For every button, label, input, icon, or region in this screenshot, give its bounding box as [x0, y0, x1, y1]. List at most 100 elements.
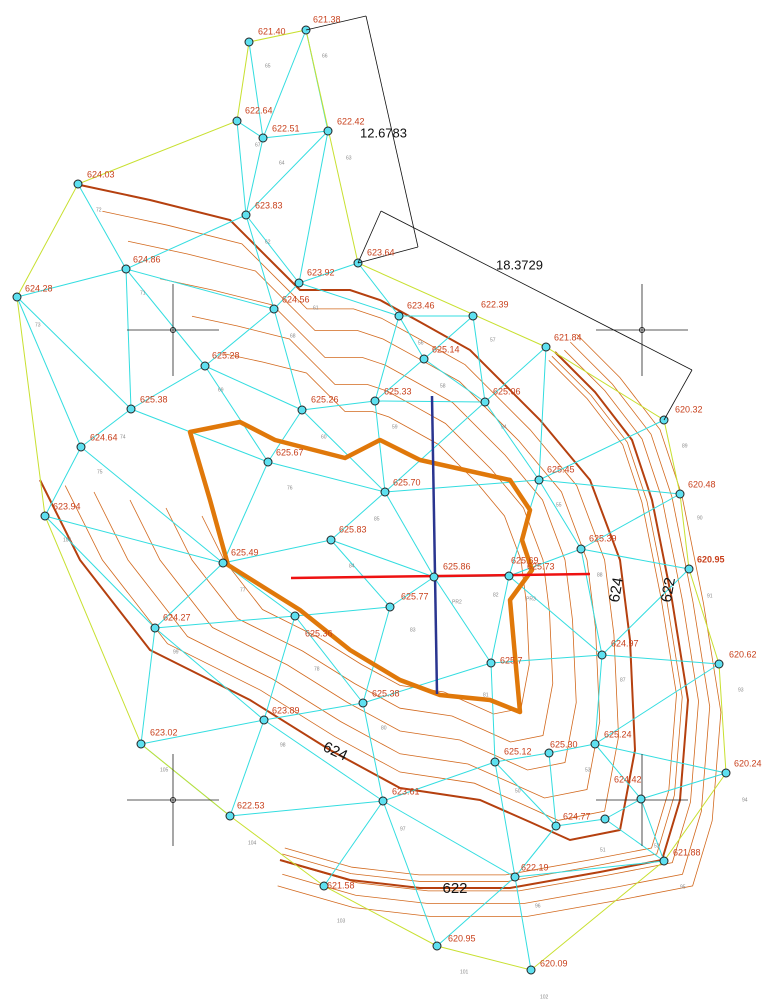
vertex	[242, 211, 250, 219]
tin-edge	[473, 316, 485, 402]
vertex	[542, 343, 550, 351]
elevation-label: 625.33	[384, 386, 412, 396]
vertex	[395, 312, 403, 320]
triangle-id: 56	[418, 340, 424, 346]
tin-edge	[605, 819, 664, 861]
elevation-label: 620.95	[448, 933, 476, 943]
triangle-id: 72	[96, 207, 102, 213]
triangle-id: 78	[314, 666, 320, 672]
vertex	[74, 180, 82, 188]
tin-edge	[595, 655, 602, 744]
elevation-label: 621.88	[673, 847, 701, 857]
tin-edge	[331, 540, 390, 607]
tin-edge	[358, 263, 399, 316]
elevation-label: 625.38	[372, 688, 400, 698]
vertex	[77, 443, 85, 451]
elevation-label: 625.24	[604, 729, 632, 739]
contour-label: 622	[658, 576, 679, 604]
vertex	[430, 573, 438, 581]
tin-edge	[383, 801, 437, 946]
triangle-id: 101	[460, 969, 469, 975]
tin-edge	[549, 753, 556, 826]
vertex	[127, 405, 135, 413]
elevation-label: 623.02	[150, 727, 178, 737]
elevation-label: 624.77	[563, 811, 591, 821]
tin-edge	[249, 42, 263, 138]
vertex	[685, 565, 693, 573]
tin-edge	[491, 663, 495, 762]
triangle-id: 57	[490, 337, 496, 343]
triangle-id: 71	[140, 290, 146, 296]
tin-edge	[539, 347, 546, 480]
triangle-id: 63	[346, 155, 352, 161]
vertex	[527, 966, 535, 974]
tin-edge	[491, 576, 509, 663]
tin-edge	[126, 269, 131, 409]
dimension-label: 18.3729	[496, 257, 543, 272]
contour-line	[282, 342, 709, 904]
tin-edge	[45, 516, 223, 563]
vertex	[505, 572, 513, 580]
tin-edge	[237, 121, 246, 215]
tin-edge	[155, 628, 264, 720]
elevation-label: 625.83	[339, 524, 367, 534]
triangle-id: 84	[349, 563, 355, 569]
triangle-id: 106	[63, 537, 72, 543]
tin-edge	[324, 801, 383, 886]
triangle-id: 87	[620, 677, 626, 683]
elevation-label: 623.83	[255, 200, 283, 210]
vertex	[245, 38, 253, 46]
triangle-id: 52	[654, 843, 660, 849]
triangle-id: 91	[707, 593, 713, 599]
elevation-label: 623.92	[307, 267, 335, 277]
triangle-id: 93	[738, 687, 744, 693]
tin-edge	[515, 877, 531, 970]
elevation-label: 625.12	[504, 746, 532, 756]
elevation-label: 623.46	[407, 300, 435, 310]
triangle-id: 96	[535, 903, 541, 909]
tin-edge	[78, 184, 126, 269]
elevation-label: 620.48	[688, 479, 716, 489]
elevation-label: 624.27	[163, 612, 191, 622]
elevation-label: 623.64	[367, 247, 395, 257]
vertex	[151, 624, 159, 632]
tin-edge	[375, 401, 485, 402]
triangle-id: 61	[313, 305, 319, 311]
elevation-label: 620.62	[729, 649, 757, 659]
triangle-id: 98	[280, 742, 286, 748]
triangle-id: 81	[483, 692, 489, 698]
elevation-label: 624.03	[87, 169, 115, 179]
elevation-label: 622.51	[272, 123, 300, 133]
elevation-label: 625.70	[393, 477, 421, 487]
tin-edge	[424, 359, 485, 402]
triangle-id: 66	[322, 53, 328, 59]
section-line	[432, 396, 437, 694]
elevation-label: 624.28	[25, 283, 53, 293]
triangle-id: 85	[374, 516, 380, 522]
triangle-id: 74	[120, 434, 126, 440]
vertex	[487, 659, 495, 667]
tin-edge	[126, 269, 205, 366]
triangle-id: 104	[248, 840, 257, 846]
tin-edge	[509, 576, 602, 655]
tin-edge	[641, 799, 664, 861]
triangle-id: 80	[381, 725, 387, 731]
elevation-label: 625.36	[305, 628, 333, 638]
vertex	[226, 812, 234, 820]
tin-edge	[485, 402, 539, 480]
tin-edge	[263, 30, 306, 138]
elevation-label: 624.64	[90, 432, 118, 442]
triangle-id: 67	[255, 142, 261, 148]
elevation-label: 625.28	[212, 350, 240, 360]
triangle-id: 68	[290, 333, 296, 339]
elevation-label: 624.56	[282, 294, 310, 304]
elevation-label: 621.58	[327, 880, 355, 890]
triangle-id: 102	[540, 994, 549, 1000]
elevation-label: 622.19	[521, 862, 549, 872]
triangle-id: 69	[218, 387, 224, 393]
elevation-label: 625.30	[550, 739, 578, 749]
vertex	[381, 488, 389, 496]
vertex	[722, 769, 730, 777]
elevation-label: 625.49	[231, 547, 259, 557]
vertex	[379, 797, 387, 805]
